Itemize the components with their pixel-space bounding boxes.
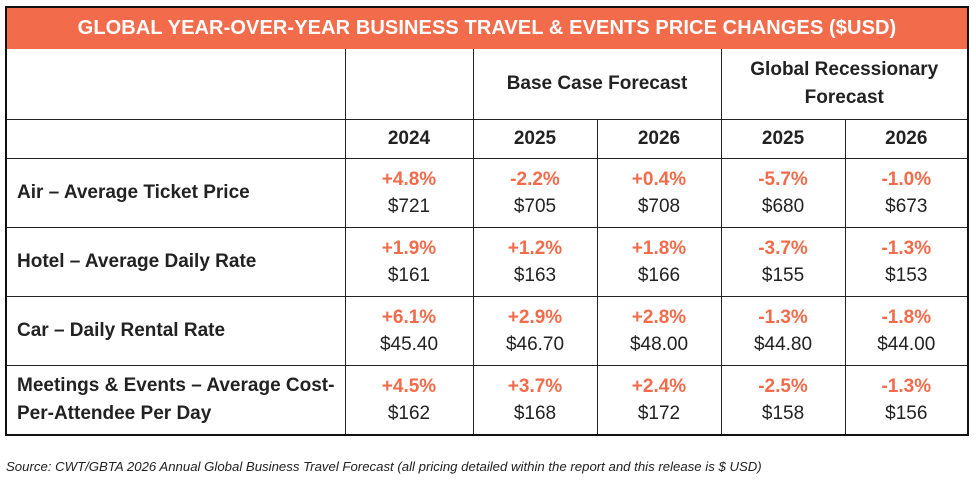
year-header: 2026 (596, 118, 722, 159)
data-cell: +2.8% $48.00 (596, 295, 722, 366)
price-value: $166 (637, 264, 681, 286)
price-value: $172 (637, 402, 681, 424)
pct-change: -1.8% (881, 306, 932, 328)
price-value: $680 (761, 195, 805, 217)
pct-change: +4.8% (381, 168, 437, 190)
pct-change: +2.8% (631, 306, 687, 328)
table-row-car: Car – Daily Rental Rate +6.1% $45.40 +2.9… (7, 295, 968, 366)
data-cell: -2.2% $705 (472, 157, 598, 228)
price-value: $158 (761, 402, 805, 424)
year-header: 2024 (344, 118, 474, 159)
pct-change: -1.0% (881, 168, 932, 190)
data-cell: +6.1% $45.40 (344, 295, 474, 366)
year-header-row: 2024 2025 2026 2025 2026 (7, 118, 968, 159)
table-row-meetings: Meetings & Events – Average Cost-Per-Att… (7, 364, 968, 434)
price-value: $48.00 (629, 333, 689, 355)
pct-change: -1.3% (881, 237, 932, 259)
year-header: 2025 (472, 118, 598, 159)
price-value: $44.80 (753, 333, 813, 355)
data-cell: -1.8% $44.00 (844, 295, 968, 366)
price-value: $705 (513, 195, 557, 217)
price-value: $45.40 (379, 333, 439, 355)
data-cell: -2.5% $158 (720, 364, 846, 434)
data-cell: +0.4% $708 (596, 157, 722, 228)
table-row-hotel: Hotel – Average Daily Rate +1.9% $161 +1.… (7, 226, 968, 297)
price-value: $708 (637, 195, 681, 217)
recessionary-header: Global Recessionary Forecast (720, 49, 968, 120)
base-case-header: Base Case Forecast (472, 49, 722, 120)
pct-change: +1.9% (381, 237, 437, 259)
data-cell: +1.8% $166 (596, 226, 722, 297)
pct-change: +3.7% (507, 375, 563, 397)
price-value: $46.70 (505, 333, 565, 355)
source-note: Source: CWT/GBTA 2026 Annual Global Busi… (6, 459, 762, 474)
data-cell: -3.7% $155 (720, 226, 846, 297)
price-table-frame: GLOBAL YEAR-OVER-YEAR BUSINESS TRAVEL & … (5, 6, 969, 436)
data-cell: +4.5% $162 (344, 364, 474, 434)
row-label: Meetings & Events – Average Cost-Per-Att… (7, 364, 346, 434)
pct-change: +2.9% (507, 306, 563, 328)
pct-change: +6.1% (381, 306, 437, 328)
data-cell: -1.3% $44.80 (720, 295, 846, 366)
data-cell: +1.9% $161 (344, 226, 474, 297)
price-value: $161 (387, 264, 431, 286)
empty-2024-group-cell (344, 49, 474, 120)
data-cell: +2.9% $46.70 (472, 295, 598, 366)
price-value: $168 (513, 402, 557, 424)
price-value: $153 (885, 264, 928, 286)
data-cell: -1.0% $673 (844, 157, 968, 228)
pct-change: +0.4% (631, 168, 687, 190)
price-value: $156 (885, 402, 928, 424)
table-row-air: Air – Average Ticket Price +4.8% $721 -2.… (7, 157, 968, 228)
price-value: $155 (761, 264, 805, 286)
data-cell: -5.7% $680 (720, 157, 846, 228)
pct-change: -2.5% (758, 375, 808, 397)
data-cell: -1.3% $156 (844, 364, 968, 434)
year-header: 2025 (720, 118, 846, 159)
pct-change: +2.4% (631, 375, 687, 397)
pct-change: -1.3% (881, 375, 932, 397)
pct-change: +1.2% (507, 237, 563, 259)
row-label: Car – Daily Rental Rate (7, 295, 346, 366)
table-title-banner: GLOBAL YEAR-OVER-YEAR BUSINESS TRAVEL & … (7, 8, 967, 49)
group-header-row: Base Case Forecast Global Recessionary F… (7, 49, 968, 120)
pct-change: -5.7% (758, 168, 808, 190)
price-value: $44.00 (877, 333, 936, 355)
data-cell: +4.8% $721 (344, 157, 474, 228)
price-value: $163 (513, 264, 557, 286)
price-value: $162 (387, 402, 431, 424)
data-cell: -1.3% $153 (844, 226, 968, 297)
price-value: $673 (885, 195, 928, 217)
data-cell: +2.4% $172 (596, 364, 722, 434)
pct-change: +4.5% (381, 375, 437, 397)
empty-corner-cell (7, 49, 346, 120)
price-value: $721 (387, 195, 431, 217)
year-header: 2026 (844, 118, 968, 159)
pct-change: +1.8% (631, 237, 687, 259)
pct-change: -3.7% (758, 237, 808, 259)
data-cell: +1.2% $163 (472, 226, 598, 297)
row-label: Air – Average Ticket Price (7, 157, 346, 228)
pct-change: -2.2% (510, 168, 560, 190)
data-cell: +3.7% $168 (472, 364, 598, 434)
row-label: Hotel – Average Daily Rate (7, 226, 346, 297)
empty-label-cell (7, 118, 346, 159)
price-changes-table: Base Case Forecast Global Recessionary F… (7, 49, 968, 434)
pct-change: -1.3% (758, 306, 808, 328)
